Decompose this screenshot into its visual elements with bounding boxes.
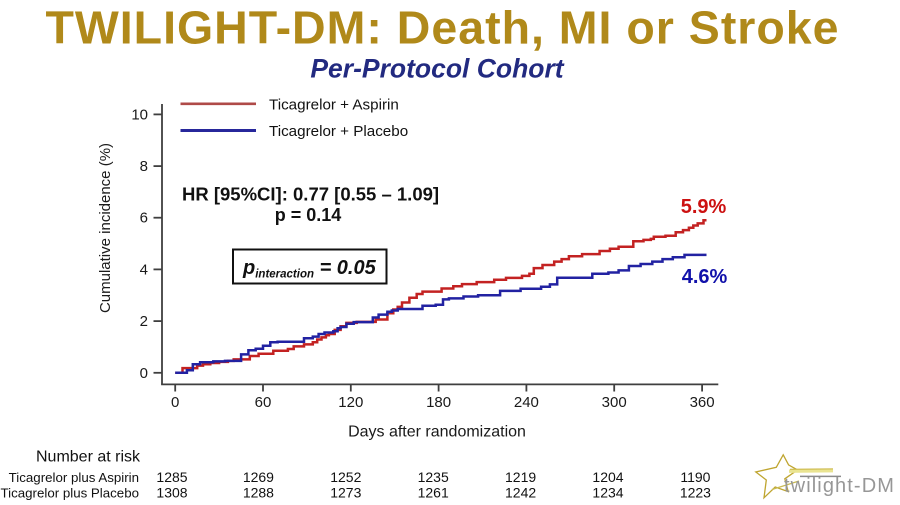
svg-text:1252: 1252 [330, 469, 361, 485]
svg-text:8: 8 [140, 158, 148, 175]
svg-text:10: 10 [131, 106, 148, 123]
svg-text:120: 120 [338, 394, 363, 411]
svg-text:4: 4 [140, 261, 148, 278]
svg-text:1219: 1219 [505, 469, 536, 485]
svg-text:240: 240 [514, 394, 539, 411]
svg-text:2: 2 [140, 313, 148, 330]
svg-text:1288: 1288 [243, 485, 274, 501]
svg-text:Per-Protocol Cohort: Per-Protocol Cohort [310, 54, 564, 84]
svg-text:1235: 1235 [418, 469, 449, 485]
svg-text:1234: 1234 [592, 485, 623, 501]
svg-text:1285: 1285 [156, 469, 187, 485]
svg-text:180: 180 [426, 394, 451, 411]
svg-text:300: 300 [602, 394, 627, 411]
svg-text:1223: 1223 [680, 485, 711, 501]
svg-text:Ticagrelor + Placebo: Ticagrelor + Placebo [269, 123, 408, 140]
svg-text:HR [95%CI]: 0.77 [0.55 – 1.09]: HR [95%CI]: 0.77 [0.55 – 1.09] [182, 184, 439, 205]
svg-text:360: 360 [690, 394, 715, 411]
svg-text:1269: 1269 [243, 469, 274, 485]
svg-text:5.9%: 5.9% [681, 196, 727, 218]
svg-text:Ticagrelor + Aspirin: Ticagrelor + Aspirin [269, 96, 399, 113]
svg-text:Ticagrelor plus Aspirin: Ticagrelor plus Aspirin [9, 470, 139, 485]
svg-text:1204: 1204 [592, 469, 623, 485]
svg-text:4.6%: 4.6% [682, 266, 728, 288]
svg-text:Ticagrelor plus Placebo: Ticagrelor plus Placebo [1, 486, 139, 501]
svg-text:1273: 1273 [330, 485, 361, 501]
svg-text:6: 6 [140, 210, 148, 227]
svg-text:Cumulative incidence (%): Cumulative incidence (%) [97, 143, 114, 313]
svg-text:1190: 1190 [680, 469, 710, 485]
svg-text:0: 0 [171, 394, 179, 411]
svg-text:0: 0 [140, 365, 148, 382]
svg-text:TWILIGHT-DM: Death, MI or Stro: TWILIGHT-DM: Death, MI or Stroke [45, 1, 839, 53]
svg-text:Days after randomization: Days after randomization [348, 424, 526, 441]
svg-text:1308: 1308 [156, 485, 187, 501]
svg-text:twilight-DM: twilight-DM [784, 475, 895, 497]
svg-text:p = 0.14: p = 0.14 [275, 205, 342, 225]
svg-text:Number at risk: Number at risk [36, 449, 141, 466]
svg-text:60: 60 [255, 394, 272, 411]
svg-text:1261: 1261 [418, 485, 449, 501]
svg-text:1242: 1242 [505, 485, 536, 501]
